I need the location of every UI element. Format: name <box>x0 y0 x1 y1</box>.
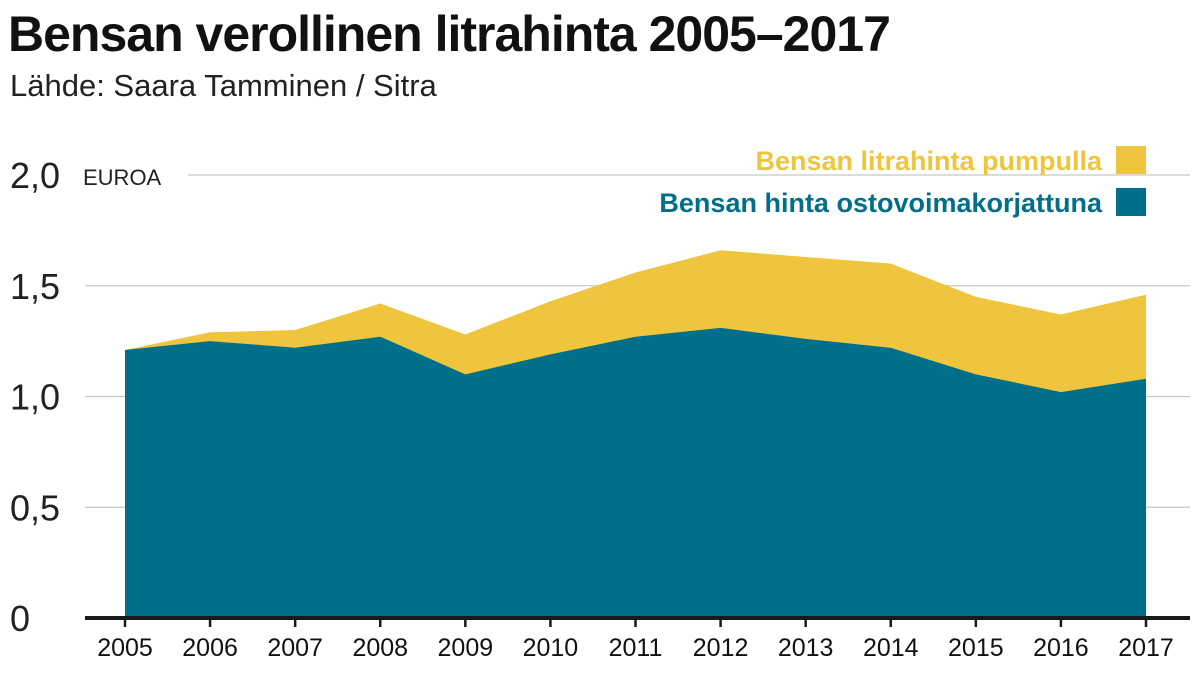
x-tick-label: 2011 <box>609 634 663 662</box>
y-tick-label: 2,0 <box>10 155 60 196</box>
y-tick-label: 0 <box>10 598 30 639</box>
x-tick-label: 2013 <box>778 634 834 662</box>
legend-label: Bensan litrahinta pumpulla <box>755 146 1103 176</box>
x-tick-label: 2009 <box>438 634 494 662</box>
x-tick-label: 2014 <box>863 634 919 662</box>
x-tick-label: 2007 <box>267 634 323 662</box>
x-tick-label: 2012 <box>693 634 749 662</box>
legend-swatch <box>1116 146 1146 174</box>
y-axis-tick-labels: 0 0,5 1,0 1,5 2,0 <box>10 155 60 639</box>
area-series <box>125 250 1146 618</box>
y-tick-label: 1,5 <box>10 266 60 307</box>
legend-swatch <box>1116 188 1146 216</box>
x-tick-label: 2017 <box>1118 634 1174 662</box>
x-tick-label: 2008 <box>352 634 408 662</box>
x-tick-label: 2005 <box>97 634 153 662</box>
y-axis-unit-label: EUROA <box>83 165 162 190</box>
area-purchasing-power-adjusted <box>125 327 1146 618</box>
y-tick-label: 1,0 <box>10 377 60 418</box>
x-tick-label: 2015 <box>948 634 1004 662</box>
legend-label: Bensan hinta ostovoimakorjattuna <box>659 188 1103 218</box>
x-tick-label: 2010 <box>523 634 579 662</box>
x-tick-label: 2016 <box>1033 634 1089 662</box>
y-tick-label: 0,5 <box>10 487 60 528</box>
x-tick-label: 2006 <box>182 634 238 662</box>
chart-title: Bensan verollinen litrahinta 2005–2017 <box>8 6 891 62</box>
chart-subtitle: Lähde: Saara Tamminen / Sitra <box>10 68 437 103</box>
x-axis-tick-labels: 2005 2006 2007 2008 2009 2010 2011 2012 2013 2014… <box>97 634 1174 662</box>
legend: Bensan litrahinta pumpulla Bensan hinta o… <box>659 146 1146 218</box>
x-axis <box>85 616 1190 627</box>
